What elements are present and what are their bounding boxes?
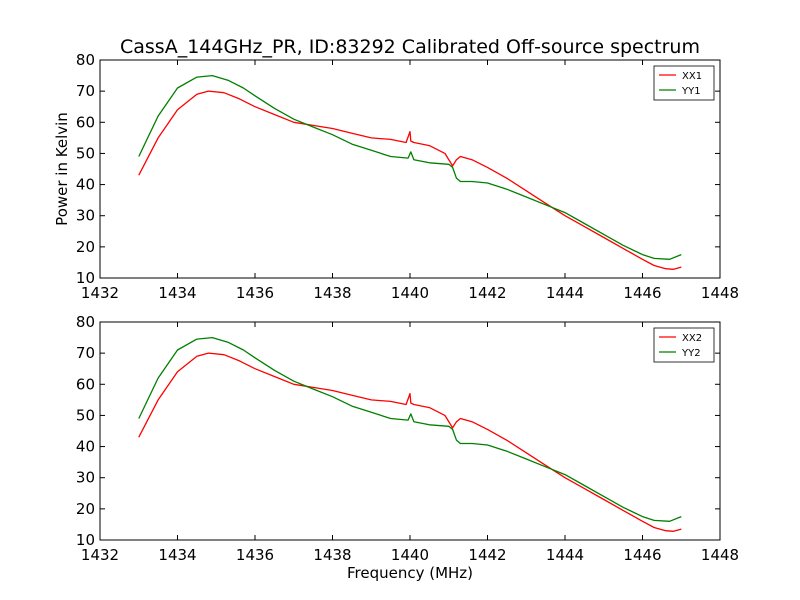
- legend-label: XX2: [682, 333, 702, 344]
- legend-label: YY1: [681, 86, 701, 97]
- y-tick-label: 20: [76, 238, 95, 256]
- y-tick-label: 80: [76, 313, 95, 331]
- x-tick-label: 1434: [158, 546, 196, 564]
- y-tick-label: 30: [76, 469, 95, 487]
- y-tick-label: 50: [76, 144, 95, 162]
- y-axis-label: Power in Kelvin: [53, 112, 71, 226]
- x-tick-label: 1438: [313, 546, 351, 564]
- legend-box: [653, 327, 715, 363]
- x-tick-label: 1446: [623, 284, 661, 302]
- series-line-xx1: [138, 90, 682, 270]
- legend-box: [653, 65, 715, 101]
- y-tick-label: 50: [76, 406, 95, 424]
- y-tick-label: 30: [76, 207, 95, 225]
- y-tick-label: 60: [76, 375, 95, 393]
- bottom-panel: 1432 1434 1436 1438 1440 1442 1444 1446 1448 10 20…: [76, 313, 739, 582]
- y-tick-label: 20: [76, 500, 95, 518]
- x-tick-label: 1436: [236, 546, 274, 564]
- x-axis-label: Frequency (MHz): [347, 564, 473, 582]
- y-tick-label: 80: [76, 51, 95, 69]
- x-tick-label: 1442: [468, 546, 506, 564]
- x-tick-label: 1432: [81, 546, 119, 564]
- legend-label: XX1: [682, 71, 702, 82]
- top-panel: 1432 1434 1436 1438 1440 1442 1444 1446 1448 10 20…: [53, 51, 739, 302]
- x-tick-label: 1436: [236, 284, 274, 302]
- series-line-yy2: [138, 336, 682, 522]
- y-tick-label: 40: [76, 438, 95, 456]
- x-tick-label: 1442: [468, 284, 506, 302]
- legend-label: YY2: [681, 348, 701, 359]
- x-tick-label: 1440: [391, 546, 429, 564]
- y-tick-label: 40: [76, 176, 95, 194]
- series-line-yy1: [138, 74, 682, 260]
- y-tick-label: 70: [76, 344, 95, 362]
- y-tick-label: 10: [76, 531, 95, 549]
- y-tick-label: 60: [76, 113, 95, 131]
- figure-title: CassA_144GHz_PR, ID:83292 Calibrated Off…: [120, 36, 700, 58]
- y-tick-label: 70: [76, 82, 95, 100]
- plot-area: [138, 74, 682, 270]
- x-tick-label: 1440: [391, 284, 429, 302]
- x-tick-label: 1446: [623, 546, 661, 564]
- x-tick-label: 1434: [158, 284, 196, 302]
- series-line-xx2: [138, 352, 682, 532]
- x-tick-label: 1432: [81, 284, 119, 302]
- plot-area: [138, 336, 682, 532]
- x-tick-label: 1448: [701, 284, 739, 302]
- x-tick-label: 1438: [313, 284, 351, 302]
- x-tick-label: 1444: [546, 546, 584, 564]
- y-tick-label: 10: [76, 269, 95, 287]
- x-tick-label: 1444: [546, 284, 584, 302]
- x-tick-label: 1448: [701, 546, 739, 564]
